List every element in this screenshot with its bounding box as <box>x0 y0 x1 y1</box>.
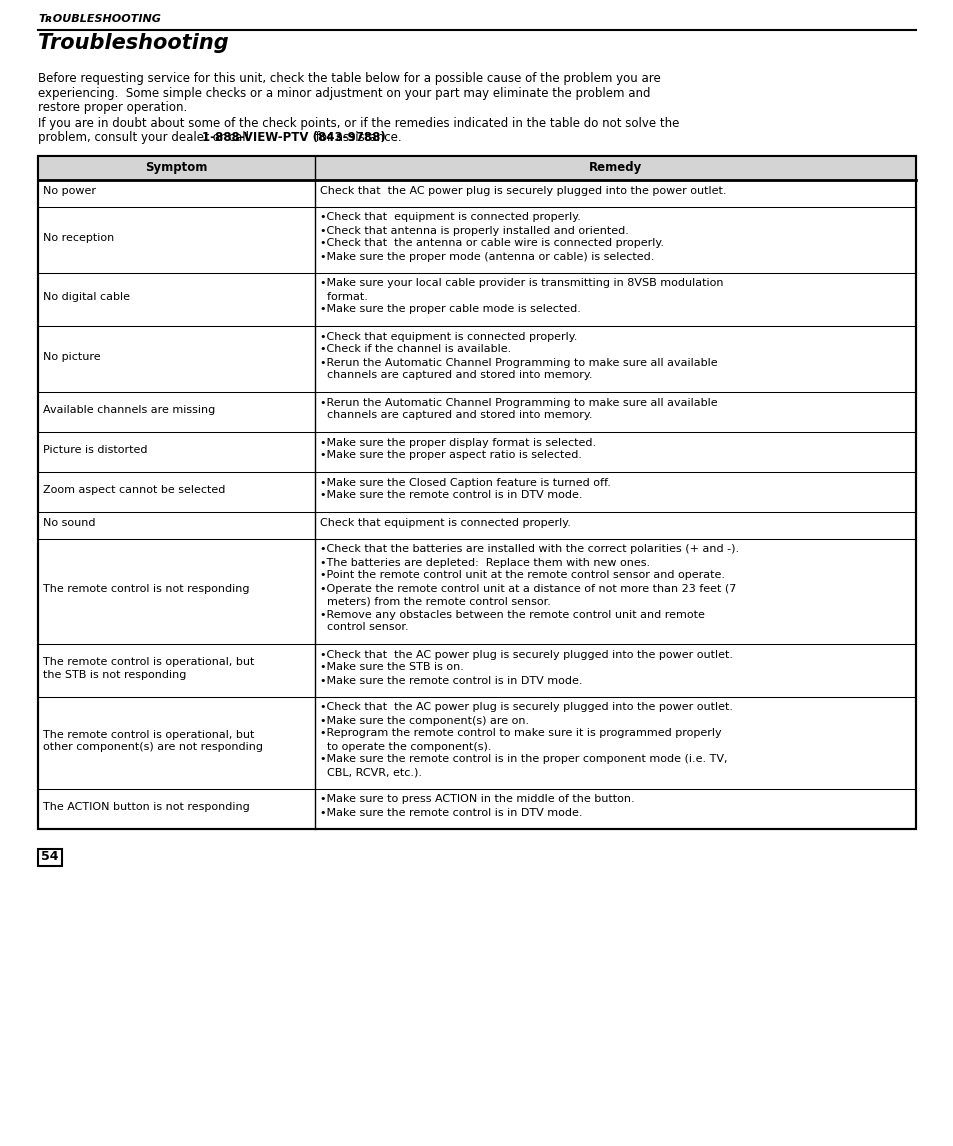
Bar <box>38 848 62 865</box>
Text: •Check that  the AC power plug is securely plugged into the power outlet.: •Check that the AC power plug is securel… <box>319 702 732 713</box>
Text: •Make sure to press ACTION in the middle of the button.: •Make sure to press ACTION in the middle… <box>319 794 634 804</box>
Text: problem, consult your dealer or call: problem, consult your dealer or call <box>38 131 253 144</box>
Text: •Reprogram the remote control to make sure it is programmed properly: •Reprogram the remote control to make su… <box>319 729 720 738</box>
Text: No picture: No picture <box>43 352 100 362</box>
Text: •Check that  the AC power plug is securely plugged into the power outlet.: •Check that the AC power plug is securel… <box>319 650 732 659</box>
Bar <box>38 156 915 180</box>
Text: Check that equipment is connected properly.: Check that equipment is connected proper… <box>319 518 570 527</box>
Text: CBL, RCVR, etc.).: CBL, RCVR, etc.). <box>319 768 421 777</box>
Text: If you are in doubt about some of the check points, or if the remedies indicated: If you are in doubt about some of the ch… <box>38 117 679 129</box>
Text: Zoom aspect cannot be selected: Zoom aspect cannot be selected <box>43 485 225 495</box>
Text: Troubleshooting: Troubleshooting <box>38 33 229 53</box>
Text: •Check that  equipment is connected properly.: •Check that equipment is connected prope… <box>319 212 579 222</box>
Bar <box>38 156 915 829</box>
Text: Before requesting service for this unit, check the table below for a possible ca: Before requesting service for this unit,… <box>38 72 660 85</box>
Text: •Rerun the Automatic Channel Programming to make sure all available: •Rerun the Automatic Channel Programming… <box>319 358 717 368</box>
Text: No power: No power <box>43 187 96 196</box>
Text: to operate the component(s).: to operate the component(s). <box>319 741 491 752</box>
Text: No sound: No sound <box>43 518 95 528</box>
Bar <box>38 156 915 829</box>
Text: the STB is not responding: the STB is not responding <box>43 670 186 680</box>
Text: •Check that the batteries are installed with the correct polarities (+ and -).: •Check that the batteries are installed … <box>319 544 738 555</box>
Text: •Make sure the remote control is in DTV mode.: •Make sure the remote control is in DTV … <box>319 490 581 501</box>
Text: •Make sure the proper mode (antenna or cable) is selected.: •Make sure the proper mode (antenna or c… <box>319 251 653 261</box>
Text: •Check that antenna is properly installed and oriented.: •Check that antenna is properly installe… <box>319 226 628 235</box>
Text: 54: 54 <box>41 850 59 863</box>
Text: The remote control is operational, but: The remote control is operational, but <box>43 730 254 739</box>
Text: •Make sure the component(s) are on.: •Make sure the component(s) are on. <box>319 715 528 725</box>
Text: restore proper operation.: restore proper operation. <box>38 101 187 113</box>
Text: •Make sure the proper aspect ratio is selected.: •Make sure the proper aspect ratio is se… <box>319 450 581 461</box>
Text: •Make sure the remote control is in DTV mode.: •Make sure the remote control is in DTV … <box>319 808 581 817</box>
Text: Symptom: Symptom <box>145 160 207 174</box>
Text: channels are captured and stored into memory.: channels are captured and stored into me… <box>319 370 592 380</box>
Text: format.: format. <box>319 291 367 301</box>
Text: •Make sure the proper cable mode is selected.: •Make sure the proper cable mode is sele… <box>319 305 579 314</box>
Text: •Make sure the STB is on.: •Make sure the STB is on. <box>319 662 463 673</box>
Text: •Make sure the remote control is in DTV mode.: •Make sure the remote control is in DTV … <box>319 675 581 685</box>
Text: TʀOUBLESHOOTING: TʀOUBLESHOOTING <box>38 14 161 24</box>
Text: meters) from the remote control sensor.: meters) from the remote control sensor. <box>319 597 550 606</box>
Text: for assistance.: for assistance. <box>312 131 401 144</box>
Text: The remote control is operational, but: The remote control is operational, but <box>43 657 254 667</box>
Text: Remedy: Remedy <box>588 160 641 174</box>
Text: •Check that  the antenna or cable wire is connected properly.: •Check that the antenna or cable wire is… <box>319 238 663 249</box>
Text: experiencing.  Some simple checks or a minor adjustment on your part may elimina: experiencing. Some simple checks or a mi… <box>38 86 650 100</box>
Text: The remote control is not responding: The remote control is not responding <box>43 584 250 595</box>
Text: Picture is distorted: Picture is distorted <box>43 445 148 455</box>
Text: other component(s) are not responding: other component(s) are not responding <box>43 743 263 753</box>
Text: •Make sure the Closed Caption feature is turned off.: •Make sure the Closed Caption feature is… <box>319 478 610 487</box>
Text: Available channels are missing: Available channels are missing <box>43 405 215 415</box>
Text: No reception: No reception <box>43 233 114 243</box>
Text: •Operate the remote control unit at a distance of not more than 23 feet (7: •Operate the remote control unit at a di… <box>319 583 735 594</box>
Text: Check that  the AC power plug is securely plugged into the power outlet.: Check that the AC power plug is securely… <box>319 186 725 196</box>
Text: No digital cable: No digital cable <box>43 292 130 303</box>
Text: •Check that equipment is connected properly.: •Check that equipment is connected prope… <box>319 331 577 342</box>
Text: control sensor.: control sensor. <box>319 622 408 633</box>
Text: •Remove any obstacles between the remote control unit and remote: •Remove any obstacles between the remote… <box>319 610 703 620</box>
Text: •Rerun the Automatic Channel Programming to make sure all available: •Rerun the Automatic Channel Programming… <box>319 398 717 408</box>
Text: •The batteries are depleted:  Replace them with new ones.: •The batteries are depleted: Replace the… <box>319 557 649 567</box>
Text: channels are captured and stored into memory.: channels are captured and stored into me… <box>319 410 592 421</box>
Text: 1-888-VIEW-PTV (843-9788): 1-888-VIEW-PTV (843-9788) <box>201 131 385 144</box>
Text: •Point the remote control unit at the remote control sensor and operate.: •Point the remote control unit at the re… <box>319 571 724 581</box>
Text: The ACTION button is not responding: The ACTION button is not responding <box>43 802 250 813</box>
Text: •Make sure the proper display format is selected.: •Make sure the proper display format is … <box>319 438 595 447</box>
Text: •Check if the channel is available.: •Check if the channel is available. <box>319 345 510 354</box>
Text: •Make sure your local cable provider is transmitting in 8VSB modulation: •Make sure your local cable provider is … <box>319 278 722 289</box>
Text: •Make sure the remote control is in the proper component mode (i.e. TV,: •Make sure the remote control is in the … <box>319 754 726 764</box>
